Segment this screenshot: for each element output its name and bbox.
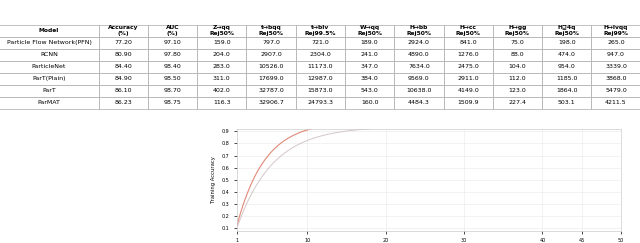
Y-axis label: Training Accuracy: Training Accuracy (211, 156, 216, 203)
